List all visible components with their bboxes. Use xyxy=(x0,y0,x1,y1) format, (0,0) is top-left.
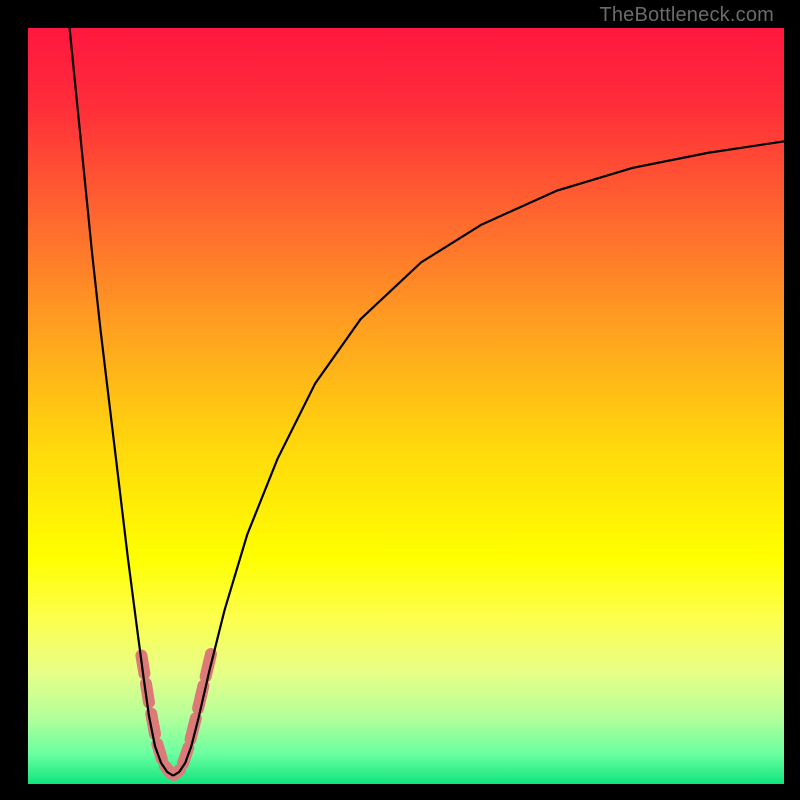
watermark-text: TheBottleneck.com xyxy=(599,4,774,27)
chart-frame: TheBottleneck.com xyxy=(0,0,800,800)
plot-area xyxy=(28,28,784,784)
plot-svg xyxy=(28,28,784,784)
